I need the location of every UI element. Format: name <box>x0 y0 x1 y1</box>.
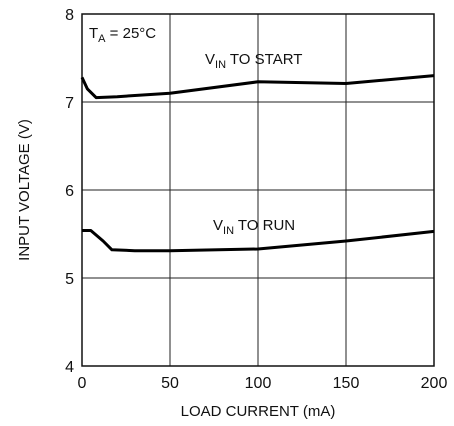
x-axis-title: LOAD CURRENT (mA) <box>181 403 336 420</box>
temperature-condition: TA = 25°C <box>89 25 156 45</box>
x-tick-label-0: 0 <box>78 375 87 392</box>
x-tick-label-50: 50 <box>161 375 179 392</box>
y-tick-labels: 4 5 6 7 8 <box>65 7 74 376</box>
x-tick-labels: 0 50 100 150 200 <box>78 375 448 392</box>
x-tick-label-150: 150 <box>333 375 360 392</box>
y-tick-label-7: 7 <box>65 95 74 112</box>
y-tick-label-8: 8 <box>65 7 74 24</box>
y-axis-title: INPUT VOLTAGE (V) <box>16 119 33 261</box>
x-tick-label-100: 100 <box>245 375 272 392</box>
series-label-vin-to-run: VIN TO RUN <box>213 217 295 237</box>
y-tick-label-4: 4 <box>65 359 74 376</box>
y-tick-label-6: 6 <box>65 183 74 200</box>
x-tick-label-200: 200 <box>421 375 448 392</box>
series-label-vin-to-start: VIN TO START <box>205 51 302 71</box>
y-tick-label-5: 5 <box>65 271 74 288</box>
